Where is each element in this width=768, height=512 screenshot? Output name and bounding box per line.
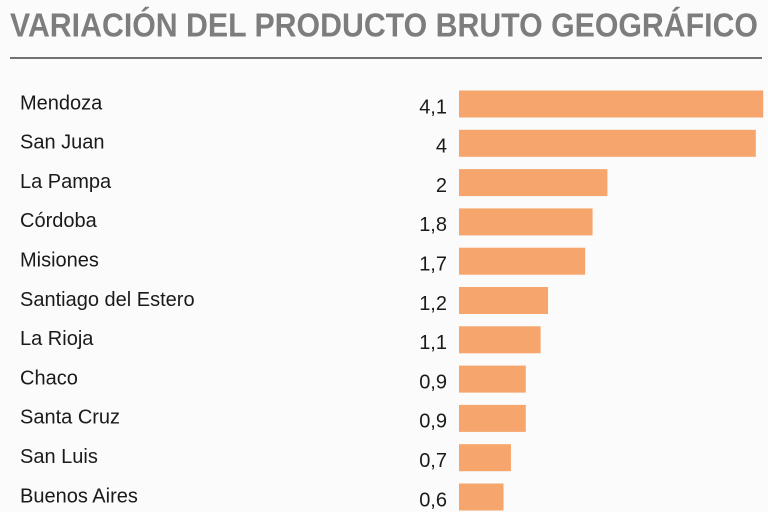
- bar: [459, 90, 764, 118]
- category-label: La Rioja: [20, 328, 94, 350]
- bar: [459, 208, 593, 236]
- bar: [459, 287, 549, 314]
- value-label: 4: [436, 136, 447, 158]
- bar: [459, 483, 504, 511]
- value-label: 0,9: [419, 411, 447, 433]
- category-label: La Pampa: [20, 171, 112, 193]
- category-label: San Luis: [20, 446, 98, 468]
- bar: [459, 129, 756, 157]
- category-label: Córdoba: [20, 210, 98, 232]
- category-label: Santiago del Estero: [20, 289, 195, 311]
- bar: [459, 326, 541, 354]
- category-label: Mendoza: [20, 92, 103, 114]
- value-label: 0,6: [419, 489, 447, 511]
- bar: [459, 365, 526, 393]
- category-label: Misiones: [20, 249, 99, 271]
- category-label: Buenos Aires: [20, 485, 138, 507]
- value-label: 1,8: [419, 214, 447, 236]
- value-label: 4,1: [419, 96, 447, 118]
- chart-title: VARIACIÓN DEL PRODUCTO BRUTO GEOGRÁFICO: [10, 7, 758, 44]
- bar: [459, 404, 526, 432]
- value-label: 0,7: [419, 450, 447, 472]
- value-label: 0,9: [419, 371, 447, 393]
- value-label: 1,2: [419, 293, 447, 315]
- value-label: 1,1: [419, 332, 447, 354]
- value-label: 2: [436, 175, 447, 197]
- bar: [459, 169, 608, 197]
- category-label: San Juan: [20, 132, 105, 154]
- category-label: Chaco: [20, 367, 78, 389]
- category-label: Santa Cruz: [20, 407, 120, 429]
- bar: [459, 247, 586, 275]
- value-label: 1,7: [419, 253, 447, 275]
- bar: [459, 444, 511, 472]
